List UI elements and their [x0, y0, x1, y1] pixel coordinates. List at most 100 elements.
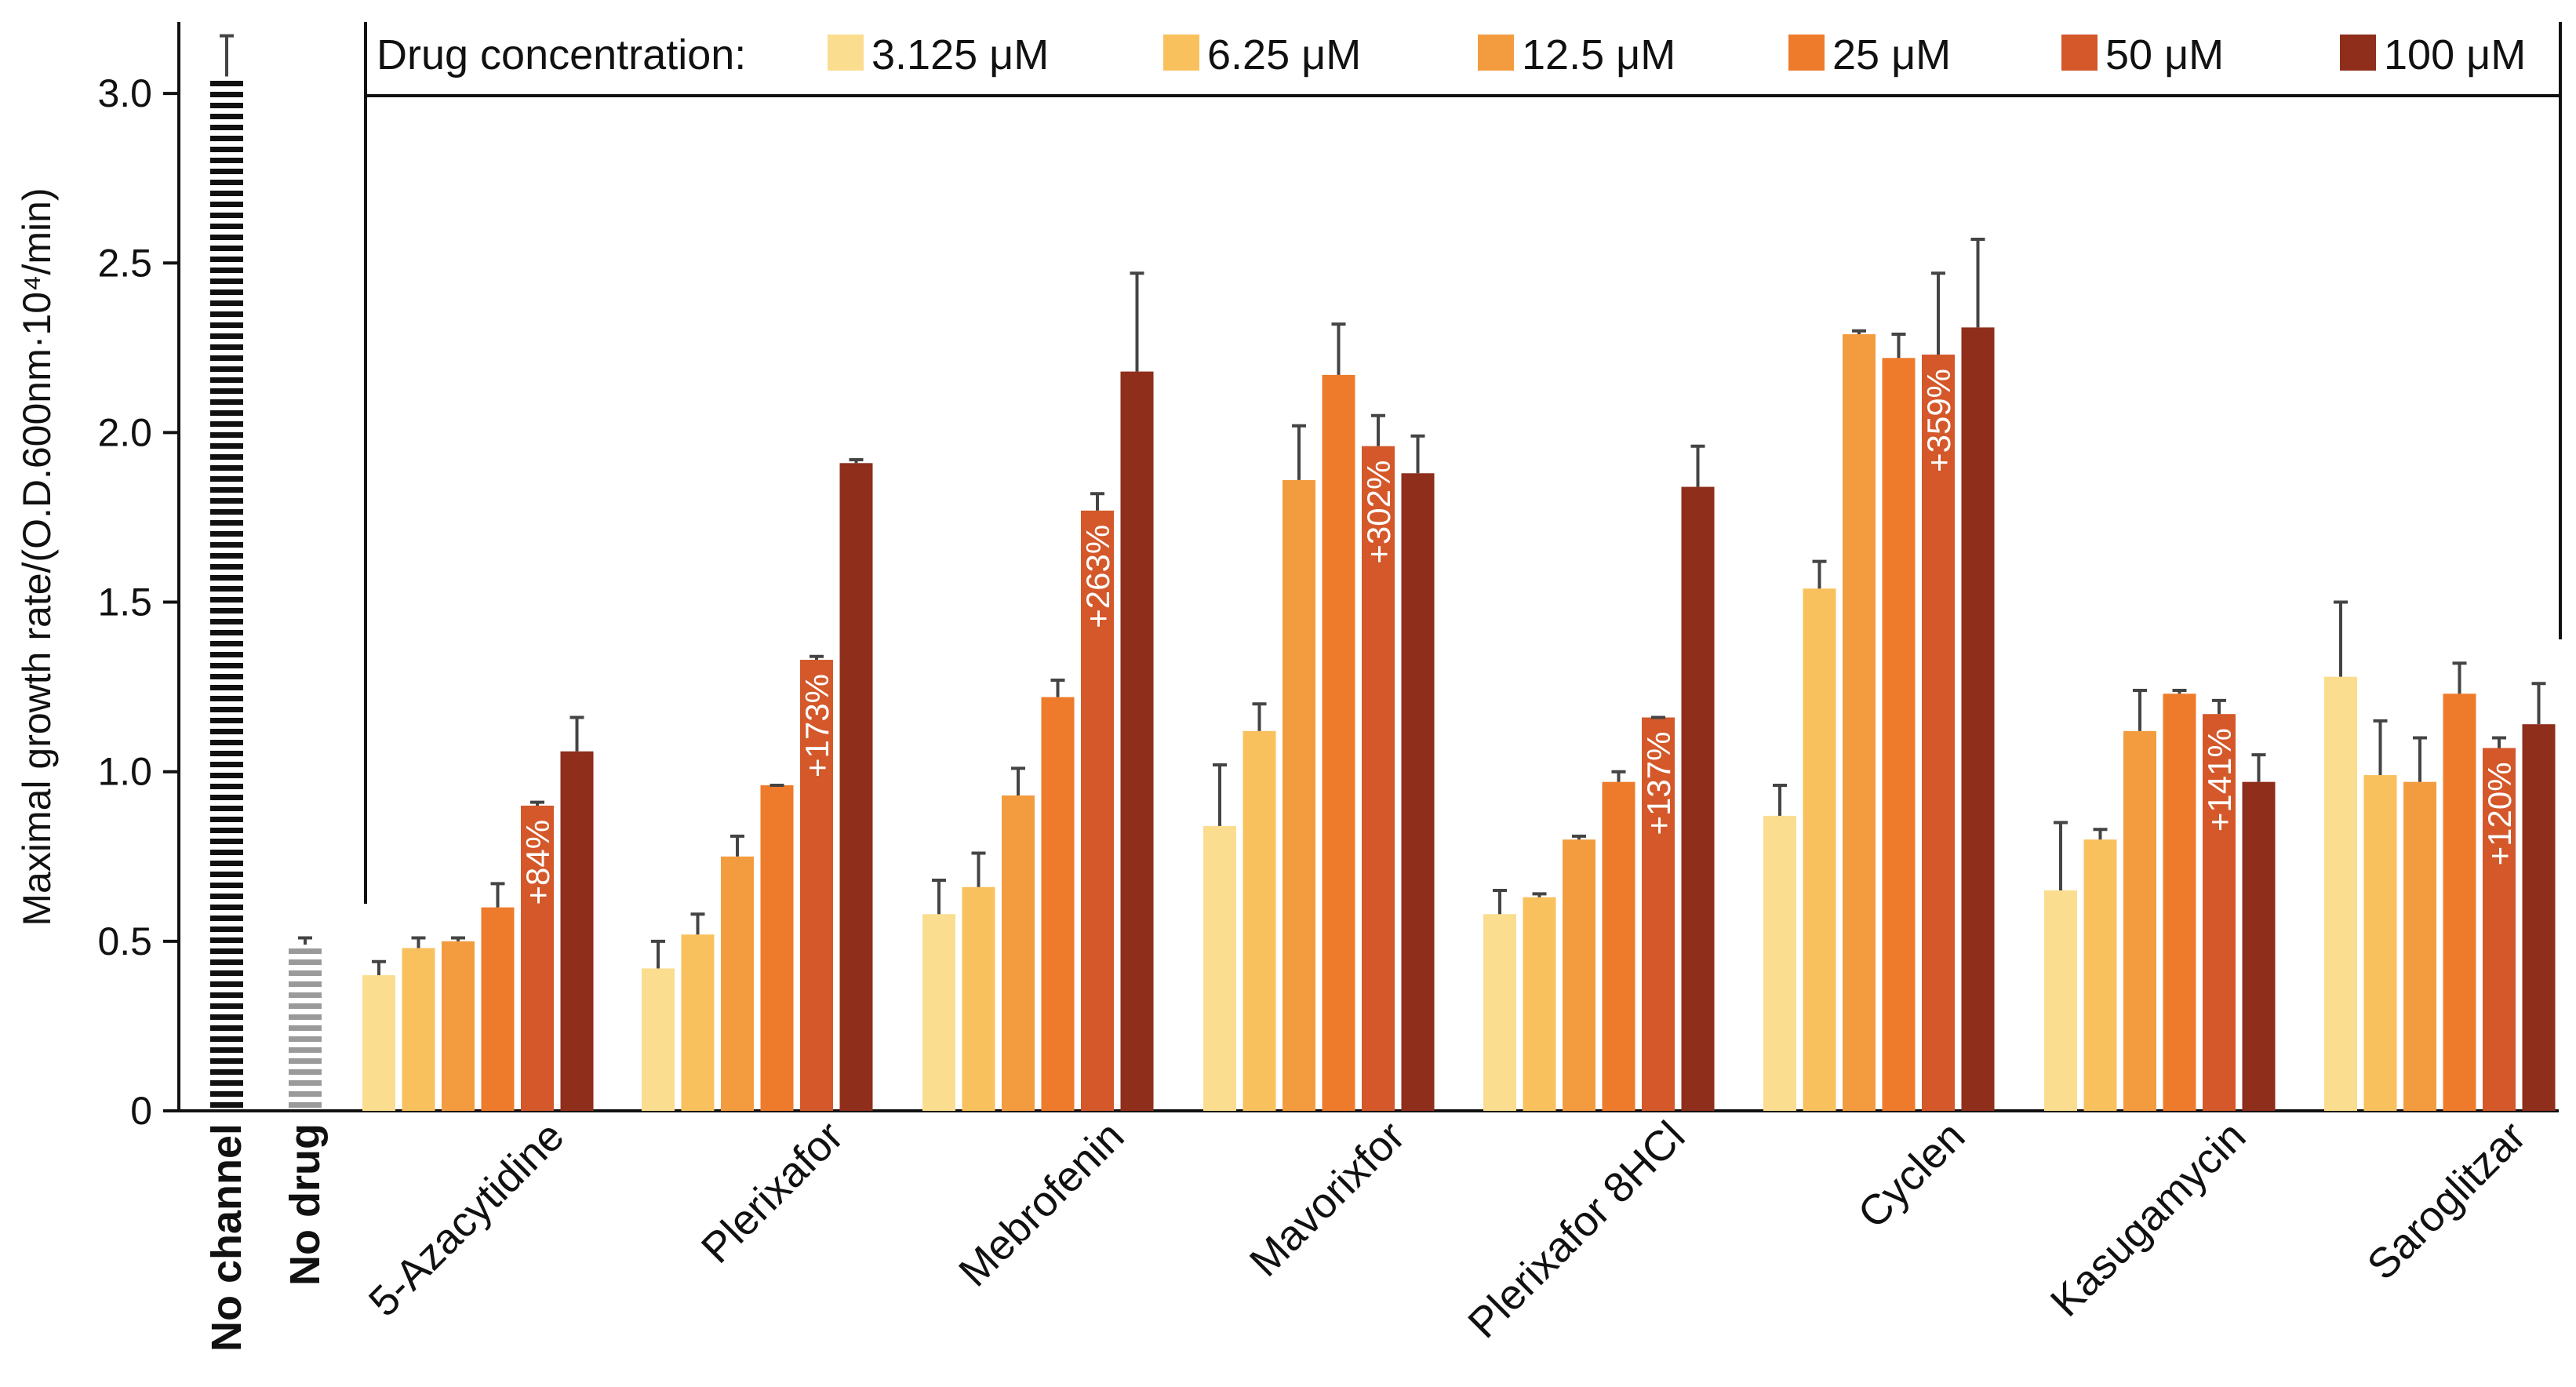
bar-group	[1483, 444, 1715, 1111]
control-bar-stripe	[289, 992, 322, 998]
control-bar-stripe	[289, 1003, 322, 1009]
bar	[560, 751, 594, 1111]
bar	[2443, 694, 2476, 1111]
control-bar-stripe	[210, 224, 243, 229]
control-bar-stripe	[210, 213, 243, 218]
control-bar-stripe	[210, 311, 243, 317]
y-tick-label: 0.5	[97, 919, 152, 963]
control-bar-stripe	[210, 872, 243, 877]
control-bar-stripe	[210, 817, 243, 822]
bar	[362, 975, 395, 1111]
legend-swatch	[1788, 35, 1825, 71]
control-bar-stripe	[210, 981, 243, 987]
bar-group	[1203, 322, 1435, 1111]
bar	[2123, 730, 2156, 1111]
legend-entry: 25 μM	[1832, 31, 1951, 78]
bar-group	[362, 715, 594, 1111]
bar	[800, 660, 833, 1111]
control-bar-stripe	[210, 916, 243, 921]
control-bar-stripe	[210, 806, 243, 811]
y-tick-label: 3.0	[97, 71, 152, 115]
y-axis-title: Maximal growth rate/(O.D.600nm·10⁴/min)	[15, 187, 59, 926]
control-bar-stripe	[289, 1025, 322, 1031]
bar	[1563, 839, 1595, 1111]
bar	[402, 948, 435, 1111]
control-bar-stripe	[210, 432, 243, 438]
legend-title: Drug concentration:	[377, 31, 746, 78]
control-bar-stripe	[210, 773, 243, 778]
control-bar-stripe	[210, 278, 243, 284]
bar-group	[1763, 237, 1995, 1112]
control-bar-stripe	[210, 542, 243, 548]
control-bar-stripe	[210, 344, 243, 350]
control-bar-stripe	[210, 81, 243, 86]
control-bar-stripe	[289, 948, 322, 954]
control-bar-stripe	[210, 520, 243, 526]
control-bar-stripe	[210, 1102, 243, 1108]
control-bar-stripe	[210, 729, 243, 734]
bar	[1243, 730, 1276, 1111]
control-bar-stripe	[289, 1036, 322, 1042]
control-bar-stripe	[210, 476, 243, 482]
control-bar-stripe	[210, 322, 243, 328]
control-bar-stripe	[210, 608, 243, 613]
control-bar-stripe	[289, 959, 322, 965]
legend-swatch	[2340, 35, 2376, 71]
control-bar-stripe	[210, 465, 243, 471]
control-bar-stripe	[210, 191, 243, 196]
control-bar-stripe	[210, 410, 243, 416]
percent-annotation: +173%	[799, 674, 835, 777]
control-bar-stripe	[210, 125, 243, 130]
bar	[2203, 714, 2236, 1111]
control-bar-stripe	[210, 235, 243, 240]
control-bar-stripe	[210, 498, 243, 504]
control-bar-stripe	[210, 948, 243, 954]
control-bar-stripe	[210, 1080, 243, 1086]
control-bar-stripe	[210, 926, 243, 932]
bars	[210, 34, 2556, 1112]
control-bar-stripe	[210, 630, 243, 635]
control-bar-stripe	[210, 114, 243, 119]
bar	[1283, 479, 1315, 1111]
control-bar-stripe	[210, 894, 243, 899]
control-bar-stripe	[210, 784, 243, 789]
control-bar-stripe	[210, 553, 243, 559]
control-bar-stripe	[210, 289, 243, 295]
bar	[2324, 676, 2357, 1111]
control-bar-stripe	[210, 202, 243, 207]
control-bar-stripe	[210, 158, 243, 163]
bar	[760, 785, 794, 1111]
category-label: Mebrofenin	[950, 1112, 1133, 1295]
control-bar-stripe	[210, 883, 243, 888]
control-bar-stripe	[210, 355, 243, 361]
control-bar-stripe	[289, 1080, 322, 1086]
category-label: Mavorixfor	[1241, 1112, 1414, 1286]
percent-annotation: +302%	[1360, 461, 1397, 564]
axes: 0 0.5 1.0 1.5 2.0 2.5 3.0 Maximal growth rate/(…	[15, 22, 2559, 1133]
control-bar-stripe	[210, 959, 243, 965]
percent-annotation: +359%	[1920, 369, 1957, 472]
control-bar-stripe	[210, 531, 243, 537]
category-label: Plerixafor 8HCl	[1459, 1112, 1694, 1347]
control-bar-stripe	[289, 1069, 322, 1075]
percent-annotation: +84%	[519, 820, 556, 905]
bar	[481, 907, 515, 1111]
control-bar-stripe	[210, 740, 243, 745]
control-bar-stripe	[210, 850, 243, 855]
legend: Drug concentration: 3.125 μM 6.25 μM 12.5 μ…	[364, 22, 2562, 904]
bar	[2044, 890, 2077, 1111]
bar	[2163, 694, 2196, 1111]
control-bar-stripe	[210, 992, 243, 998]
legend-entry: 100 μM	[2384, 31, 2526, 78]
control-bar-stripe	[210, 136, 243, 141]
control-bar-stripe	[210, 92, 243, 97]
bar	[1203, 825, 1236, 1111]
bar	[1002, 795, 1035, 1111]
control-bar-stripe	[210, 663, 243, 668]
category-label: Plerixafor	[693, 1112, 853, 1272]
control-bar-stripe	[210, 1058, 243, 1064]
control-bar-stripe	[210, 970, 243, 976]
control-bar-stripe	[210, 575, 243, 581]
bar	[962, 886, 995, 1111]
bar	[442, 941, 475, 1111]
